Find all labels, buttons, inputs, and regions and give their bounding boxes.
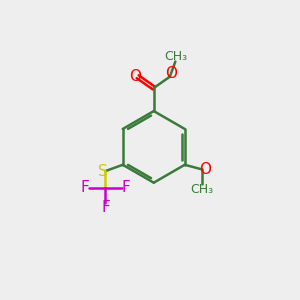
Text: F: F <box>122 180 130 195</box>
Text: CH₃: CH₃ <box>164 50 187 63</box>
Text: O: O <box>165 66 177 81</box>
Text: CH₃: CH₃ <box>190 183 214 196</box>
Text: F: F <box>80 180 89 195</box>
Text: S: S <box>98 164 107 178</box>
Text: F: F <box>101 200 110 215</box>
Text: O: O <box>129 69 141 84</box>
Text: O: O <box>199 162 211 177</box>
